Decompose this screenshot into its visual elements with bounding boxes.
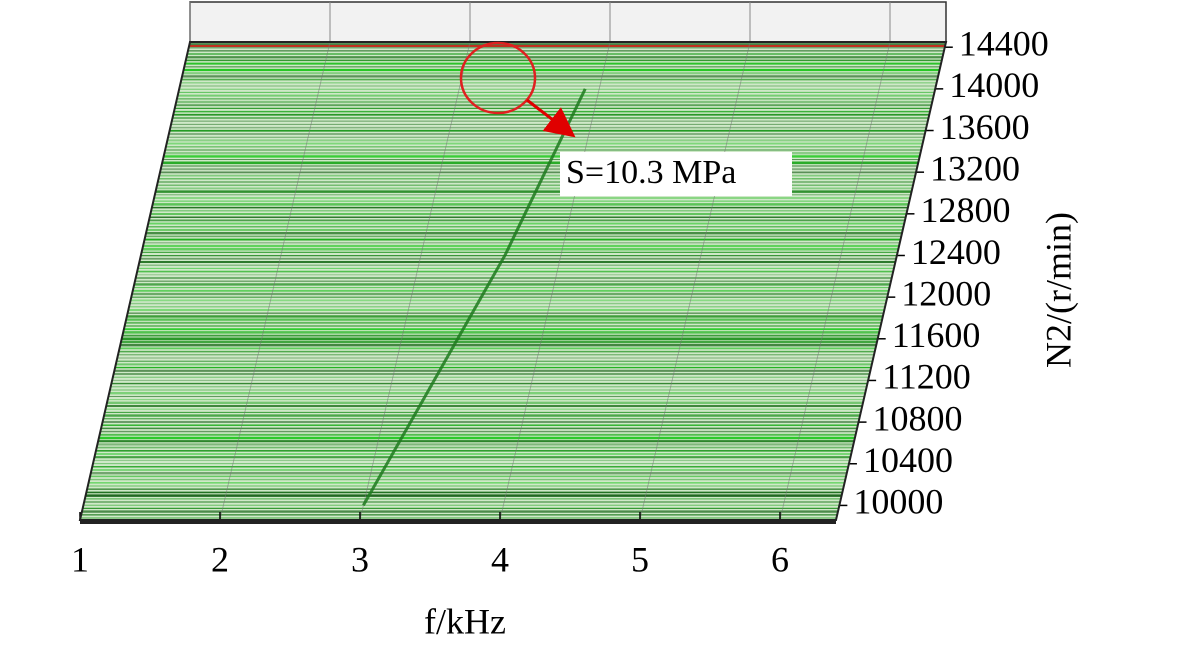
y-tick-label: 10800 (873, 398, 963, 438)
y-tick-label: 11600 (892, 315, 981, 355)
x-tick-label: 6 (771, 539, 789, 579)
grid-line (779, 41, 891, 521)
y-tick-label: 10000 (853, 482, 943, 522)
annotation-arrow (526, 98, 576, 138)
annotation: S=10.3 MPa (566, 154, 736, 191)
y-tick-label: 12800 (920, 190, 1010, 230)
y-tick-label: 14000 (949, 65, 1039, 105)
y-tick-label: 14400 (959, 23, 1049, 63)
annotation-box (560, 152, 792, 196)
grid-line (219, 41, 331, 521)
x-tick-label: 5 (631, 539, 649, 579)
x-tick-label: 1 (71, 539, 89, 579)
y-tick-label: 10400 (863, 440, 953, 480)
x-tick-label: 4 (491, 539, 509, 579)
highlight-circle (459, 41, 537, 115)
ridge-line (362, 88, 587, 507)
y-tick-label: 11200 (882, 357, 971, 397)
y-axis-label: N2/(r/min) (1038, 212, 1078, 368)
grid-line (499, 41, 611, 521)
y-tick-label: 12000 (901, 273, 991, 313)
front-edge (80, 520, 836, 524)
grid-line (359, 41, 471, 521)
y-tick-label: 13600 (940, 107, 1030, 147)
back-wall (189, 1, 947, 43)
x-tick-label: 3 (351, 539, 369, 579)
x-axis-label: f/kHz (424, 601, 506, 641)
grid-line (639, 41, 751, 521)
x-tick-label: 2 (211, 539, 229, 579)
y-tick-label: 12400 (911, 232, 1001, 272)
y-tick-label: 13200 (930, 148, 1020, 188)
